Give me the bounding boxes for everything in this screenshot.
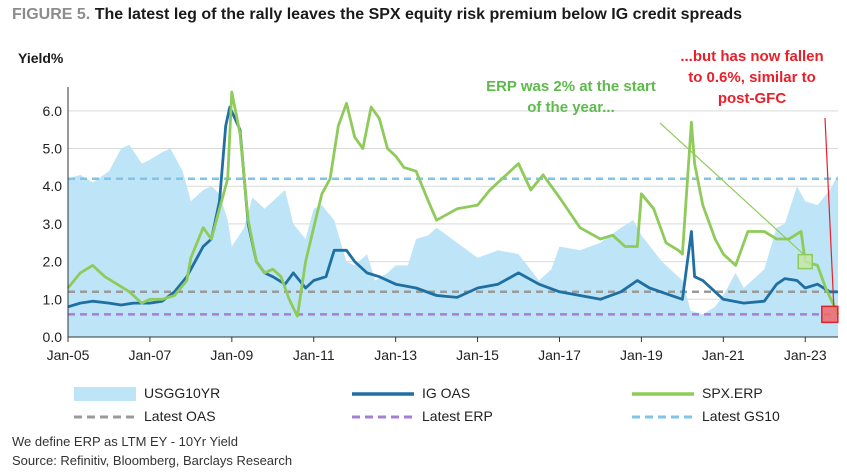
legend-item-latest-oas-label: Latest OAS — [144, 408, 216, 424]
y-tick-label: 4.0 — [43, 178, 63, 194]
pointer-line-erp-start — [659, 122, 808, 259]
x-tick-label: Jan-09 — [210, 347, 253, 363]
highlight-marker-erp-start — [797, 253, 813, 270]
legend-item-latest-gs10-label: Latest GS10 — [702, 408, 780, 424]
y-tick-label: 3.0 — [43, 216, 63, 232]
x-tick-label: Jan-17 — [538, 347, 581, 363]
legend-item-latest-erp-label: Latest ERP — [422, 408, 493, 424]
legend-item-usgg10yr-label: USGG10YR — [144, 385, 221, 401]
figure-title: The latest leg of the rally leaves the S… — [94, 6, 743, 23]
highlight-marker-erp-now — [821, 305, 839, 324]
y-tick-label: 2.0 — [43, 254, 63, 270]
x-tick-label: Jan-05 — [47, 347, 90, 363]
x-tick-label: Jan-13 — [374, 347, 417, 363]
series-ig-oas-line — [67, 105, 838, 309]
footnote-definition: We define ERP as LTM EY - 10Yr Yield — [12, 434, 238, 449]
legend-item-spx-erp-label: SPX.ERP — [702, 385, 763, 401]
x-tick-label: Jan-23 — [784, 347, 827, 363]
series-spx-erp-line — [66, 90, 840, 318]
annotation-erp-start: ERP was 2% at the start of the year... — [486, 78, 656, 116]
y-axis-label: Yield% — [18, 50, 64, 66]
y-tick-label: 0.0 — [43, 329, 63, 345]
figure-label: FIGURE 5. — [12, 6, 91, 23]
x-tick-label: Jan-19 — [620, 347, 663, 363]
y-tick-label: 5.0 — [43, 141, 63, 157]
x-tick-label: Jan-11 — [293, 347, 335, 363]
y-tick-label: 1.0 — [43, 291, 63, 307]
annotation-erp-now: ...but has now fallen to 0.6%, similar t… — [680, 48, 824, 107]
footnote-source: Source: Refinitiv, Bloomberg, Barclays R… — [12, 453, 293, 468]
y-tick-label: 6.0 — [43, 103, 63, 119]
x-tick-label: Jan-15 — [456, 347, 499, 363]
series-usgg10yr-area — [68, 144, 838, 337]
chart-title: FIGURE 5. The latest leg of the rally le… — [12, 6, 742, 24]
legend-item-ig-oas-label: IG OAS — [422, 385, 471, 401]
x-tick-label: Jan-21 — [702, 347, 745, 363]
pointer-line-erp-now — [824, 117, 835, 307]
x-tick-label: Jan-07 — [129, 347, 172, 363]
